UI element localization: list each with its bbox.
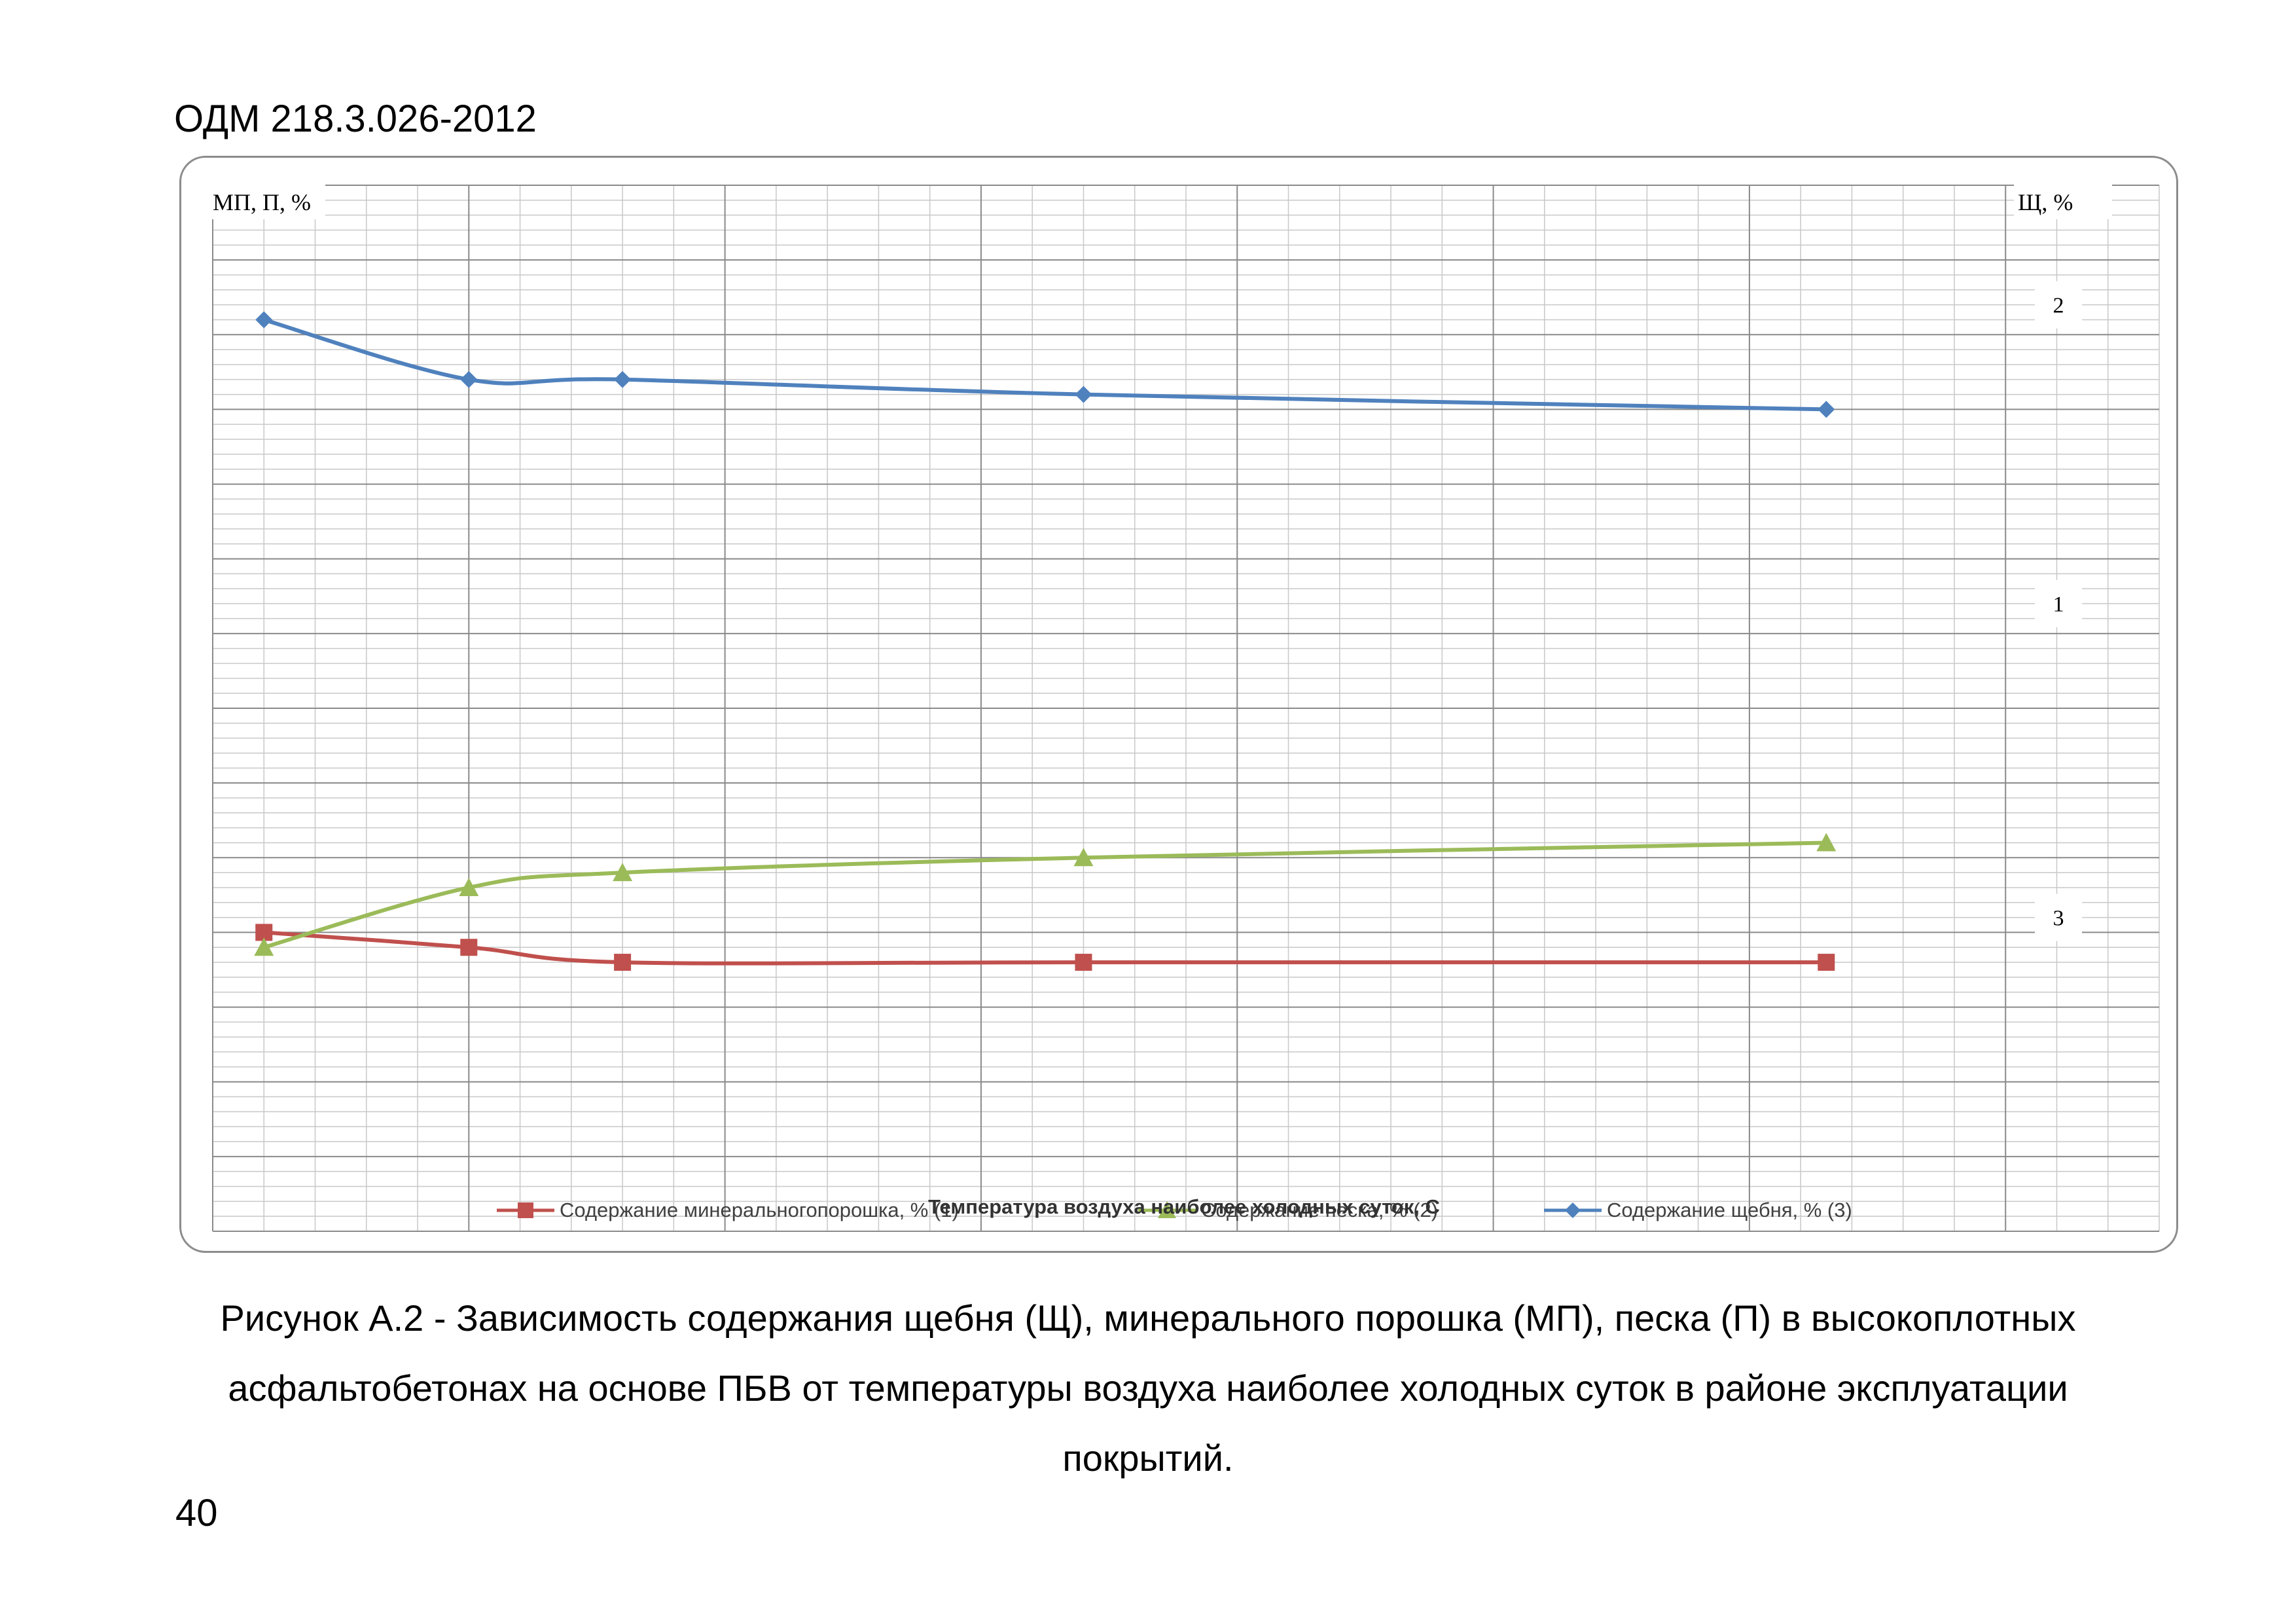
- figure-caption: Рисунок А.2 - Зависимость содержания щеб…: [220, 1297, 2076, 1479]
- series-line-3: [263, 317, 1827, 412]
- grid-major: [212, 185, 2159, 1232]
- series-3-point-3: [614, 370, 632, 388]
- curve-label-bg: [2035, 580, 2082, 628]
- series-3-point-1: [255, 311, 273, 329]
- series-2-point-3: [613, 863, 633, 882]
- page-number: 40: [175, 1492, 218, 1534]
- legend-marker-2: [1158, 1201, 1176, 1218]
- y-left-label-bg: [207, 180, 325, 219]
- x-axis-title: Температура воздуха наиболее холодных су…: [928, 1195, 1440, 1218]
- curve-label: 2: [2053, 294, 2064, 318]
- y-left-label: МП, П, %: [213, 189, 311, 215]
- legend-marker-1: [518, 1202, 533, 1218]
- series-2-point-2: [459, 877, 479, 896]
- curve-label-bg: [2035, 893, 2082, 941]
- series-1-point-5: [1818, 954, 1835, 971]
- series-3-point-2: [460, 370, 478, 388]
- axis-labels: МП, П, % Щ, %: [207, 180, 2112, 219]
- y-right-label-bg: [2014, 180, 2112, 219]
- legend-label-3: Содержание щебня, % (3): [1607, 1199, 1852, 1221]
- legend: Содержание минеральногопорошка, % (1) Сод…: [497, 1199, 1852, 1221]
- curve-label: 1: [2053, 592, 2064, 617]
- series-1-point-3: [614, 954, 632, 971]
- legend-marker-3: [1565, 1202, 1581, 1218]
- series-line-1: [264, 930, 1827, 965]
- chart-frame: МП, П, % Щ, % 2 1 3 Содержание минеральног…: [179, 156, 2178, 1253]
- series-3-point-4: [1075, 386, 1092, 403]
- legend-label-1: Содержание минеральногопорошка, % (1): [560, 1199, 959, 1221]
- curve-label: 3: [2053, 907, 2064, 931]
- series-2-point-4: [1073, 848, 1094, 867]
- series-1-point-4: [1075, 954, 1092, 971]
- series-markers: [254, 311, 1837, 971]
- curve-label-bg: [2035, 281, 2082, 329]
- series-2-point-1: [254, 937, 274, 956]
- document-header: ОДМ 218.3.026-2012: [174, 98, 537, 140]
- series-lines: [263, 317, 1827, 965]
- series-line-2: [263, 840, 1827, 950]
- series-2-point-5: [1816, 833, 1837, 852]
- curve-labels: 2 1 3: [2035, 281, 2082, 941]
- series-1-point-2: [460, 939, 478, 956]
- y-right-label: Щ, %: [2018, 189, 2073, 215]
- legend-label-2: Содержание песка, % (2): [1201, 1199, 1438, 1221]
- chart-svg: МП, П, % Щ, % 2 1 3 Содержание минеральног…: [207, 180, 2160, 1232]
- series-3-point-5: [1818, 401, 1835, 418]
